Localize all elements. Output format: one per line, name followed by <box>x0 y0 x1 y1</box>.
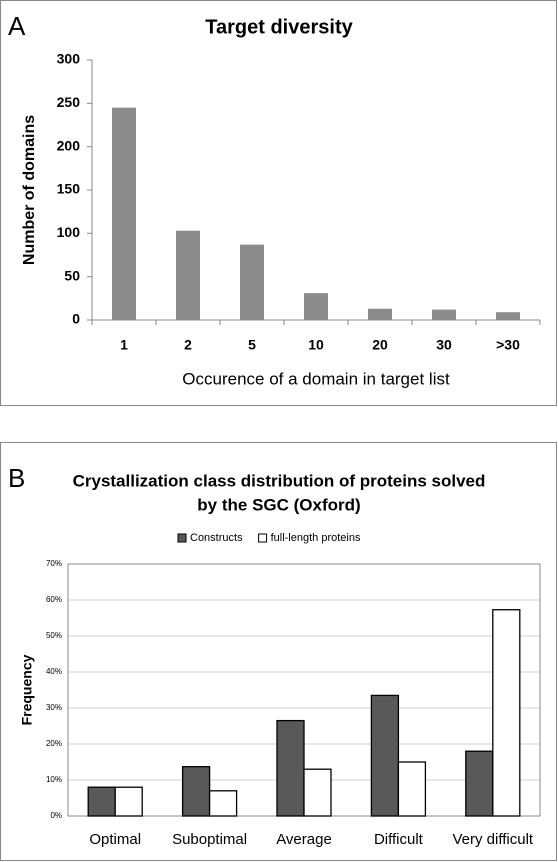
y-tick-label: 10% <box>46 775 62 784</box>
legend-swatch <box>177 533 187 543</box>
y-tick-label: 50% <box>46 631 62 640</box>
y-axis-label: Frequency <box>19 654 35 725</box>
x-tick-label: 5 <box>248 337 256 353</box>
y-tick-label: 60% <box>46 595 62 604</box>
bar <box>303 768 332 817</box>
x-tick-label: Suboptimal <box>172 831 247 848</box>
chart-title: Crystallization class distribution of pr… <box>73 471 486 490</box>
legend-label: full-length proteins <box>271 532 361 544</box>
bar <box>114 786 143 817</box>
y-tick-label: 70% <box>46 559 62 568</box>
panel-frame <box>0 0 557 406</box>
legend-swatch <box>258 533 268 543</box>
y-tick-label: 20% <box>46 739 62 748</box>
chart-title: Target diversity <box>205 16 353 38</box>
x-axis-label: Occurence of a domain in target list <box>182 369 450 388</box>
bar <box>240 244 264 320</box>
y-tick-label: 30% <box>46 703 62 712</box>
x-tick-label: 10 <box>308 337 324 353</box>
y-tick-label: 50 <box>64 267 80 283</box>
bar <box>368 308 392 320</box>
y-tick-label: 300 <box>57 51 81 67</box>
y-tick-label: 150 <box>57 181 81 197</box>
y-tick-label: 250 <box>57 94 81 110</box>
bar <box>112 107 136 321</box>
x-tick-label: Difficult <box>374 831 424 848</box>
panel-label: B <box>8 463 25 493</box>
y-tick-label: 200 <box>57 137 81 153</box>
bar <box>208 790 238 817</box>
y-tick-label: 0 <box>72 311 80 327</box>
bar <box>465 750 494 817</box>
y-tick-label: 40% <box>46 667 62 676</box>
y-tick-label: 0% <box>50 811 62 820</box>
chart-title: by the SGC (Oxford) <box>197 495 360 514</box>
bar <box>496 312 520 320</box>
x-tick-label: 30 <box>436 337 452 353</box>
bar <box>304 293 328 320</box>
x-tick-label: >30 <box>496 337 520 353</box>
panel-label: A <box>8 11 26 41</box>
bar <box>370 694 400 817</box>
x-tick-label: Optimal <box>89 831 141 848</box>
x-tick-label: 1 <box>120 337 128 353</box>
x-tick-label: Very difficult <box>452 831 533 848</box>
x-tick-label: Average <box>276 831 332 848</box>
x-tick-label: 20 <box>372 337 388 353</box>
bar <box>432 309 456 320</box>
bar <box>87 786 116 817</box>
y-tick-label: 100 <box>57 224 81 240</box>
bar <box>397 761 427 817</box>
bar <box>181 766 211 817</box>
bar <box>492 609 521 817</box>
y-axis-label: Number of domains <box>21 115 38 265</box>
legend-label: Constructs <box>190 532 243 544</box>
bar <box>276 719 305 817</box>
bar <box>176 230 200 320</box>
x-tick-label: 2 <box>184 337 192 353</box>
panel-frame <box>0 442 557 861</box>
